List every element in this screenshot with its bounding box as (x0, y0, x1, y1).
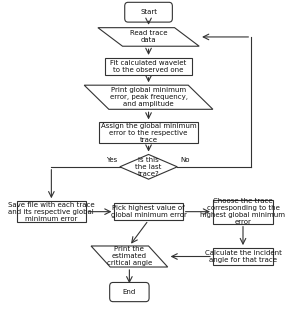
Bar (105, 58, 192, 75)
Text: Choose the trace
corresponding to the
highest global minimum
error: Choose the trace corresponding to the hi… (201, 198, 285, 225)
Text: Yes: Yes (106, 157, 117, 163)
Text: No: No (180, 157, 190, 163)
Bar (114, 203, 183, 220)
Text: Pick highest value of
global minimum error: Pick highest value of global minimum err… (111, 205, 186, 218)
Text: End: End (123, 289, 136, 295)
Text: Start: Start (140, 9, 157, 15)
Polygon shape (120, 154, 177, 179)
Text: Read trace
data: Read trace data (130, 31, 167, 43)
Text: Is this
the last
trace?: Is this the last trace? (135, 157, 162, 177)
Bar (213, 200, 273, 224)
FancyBboxPatch shape (125, 2, 172, 22)
Text: Print the
estimated
critical angle: Print the estimated critical angle (107, 246, 152, 266)
Text: Fit calculated wavelet
to the observed one: Fit calculated wavelet to the observed o… (111, 60, 187, 73)
Polygon shape (84, 85, 213, 109)
Text: Save file with each trace
and its respective global
minimum error: Save file with each trace and its respec… (8, 202, 95, 222)
Bar (213, 248, 273, 265)
Polygon shape (98, 28, 199, 46)
Text: Print global minimum
error, peak frequency,
and amplitude: Print global minimum error, peak frequen… (110, 87, 188, 107)
Text: Assign the global minimum
error to the respective
trace: Assign the global minimum error to the r… (101, 123, 196, 143)
Text: Calculate the incident
angle for that trace: Calculate the incident angle for that tr… (205, 250, 281, 263)
Bar (99, 122, 198, 143)
Bar (17, 201, 86, 222)
Polygon shape (91, 246, 168, 267)
FancyBboxPatch shape (110, 282, 149, 302)
